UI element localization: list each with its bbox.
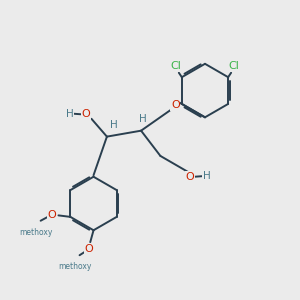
Text: H: H — [139, 114, 147, 124]
Text: O: O — [85, 244, 93, 254]
Text: Cl: Cl — [229, 61, 239, 71]
Text: H: H — [110, 120, 117, 130]
Text: H: H — [66, 109, 74, 119]
Text: Cl: Cl — [170, 61, 181, 71]
Text: O: O — [186, 172, 194, 182]
Text: O: O — [48, 210, 56, 220]
Text: O: O — [171, 100, 180, 110]
Text: methoxy: methoxy — [58, 262, 92, 271]
Text: O: O — [82, 109, 91, 119]
Text: methoxy: methoxy — [20, 228, 53, 237]
Text: H: H — [202, 171, 210, 181]
